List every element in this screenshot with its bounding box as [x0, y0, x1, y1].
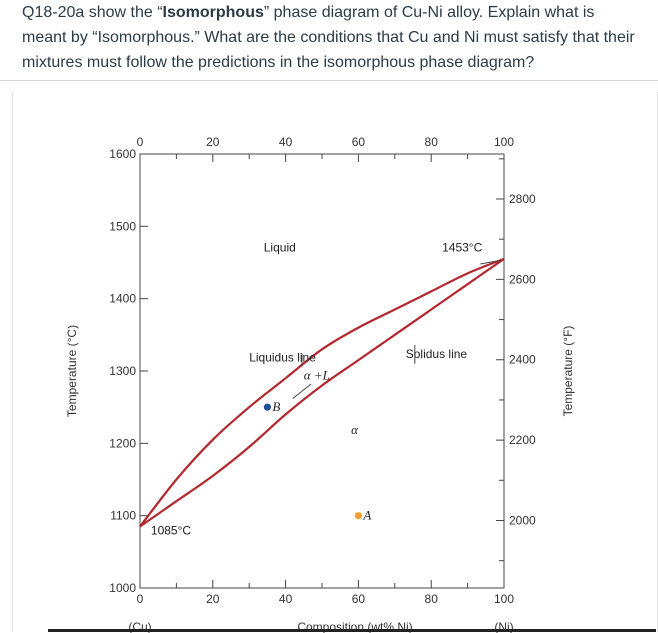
y-tick-label: 1100	[110, 509, 136, 523]
y-tick-label: 1300	[109, 364, 136, 378]
y2-tick-label: 2000	[509, 513, 536, 527]
y2-tick-label: 2200	[509, 433, 536, 447]
label-alpha: α	[351, 422, 359, 437]
label-alpha-plus-l: α +L	[304, 368, 330, 383]
y-axis-title: Temperature (°C)	[65, 325, 79, 417]
y2-tick-label: 2600	[509, 272, 536, 286]
x-tick-label-bottom: 100	[494, 592, 514, 606]
x-tick-label-bottom: 60	[352, 592, 366, 606]
x-tick-label-bottom: 0	[137, 592, 144, 606]
label-1453c: 1453°C	[442, 241, 482, 255]
x-tick-label-bottom: 20	[206, 592, 220, 606]
point-label-a: A	[362, 508, 371, 523]
label-1085c: 1085°C	[151, 523, 191, 537]
leader-1453c	[480, 259, 501, 265]
x-tick-label-bottom: 80	[425, 592, 439, 606]
x-tick-label-top: 0	[137, 135, 144, 149]
question-header: Q18-20a show the “Isomorphous” phase dia…	[0, 0, 658, 81]
point-label-b: B	[272, 399, 280, 414]
figure-bottom-border	[48, 629, 656, 632]
question-prefix: Q18-20a show the “	[22, 4, 163, 21]
y-tick-label: 1600	[109, 147, 136, 161]
label-liquidus-line: Liquidus line	[249, 351, 316, 365]
y-tick-label: 1000	[109, 581, 136, 595]
point-b	[263, 403, 271, 411]
label-liquid: Liquid	[264, 241, 296, 255]
x-tick-label-top: 60	[352, 135, 366, 149]
point-a	[354, 512, 362, 520]
y-tick-label: 1200	[109, 436, 136, 450]
y2-tick-label: 2400	[509, 353, 536, 367]
x-tick-label-top: 100	[494, 135, 514, 149]
x-tick-label-top: 40	[279, 135, 293, 149]
y-tick-label: 1500	[109, 219, 136, 233]
liquidus-curve	[139, 257, 505, 528]
x-tick-label-top: 20	[206, 135, 220, 149]
y-tick-label: 1400	[109, 292, 136, 306]
question-suffix: ” phase diagram of Cu-Ni alloy. Explain …	[22, 4, 635, 71]
question-text: Q18-20a show the “Isomorphous” phase dia…	[22, 0, 642, 75]
x-tick-label-top: 80	[425, 135, 439, 149]
y2-tick-label: 2800	[509, 192, 536, 206]
label-solidus-line: Solidus line	[406, 347, 468, 361]
question-bold-term: Isomorphous	[162, 4, 264, 21]
leader-alpha-l	[292, 383, 312, 399]
x-tick-label-bottom: 40	[279, 592, 293, 606]
y2-axis-title: Temperature (°F)	[561, 326, 575, 417]
solidus-curve	[139, 257, 505, 528]
